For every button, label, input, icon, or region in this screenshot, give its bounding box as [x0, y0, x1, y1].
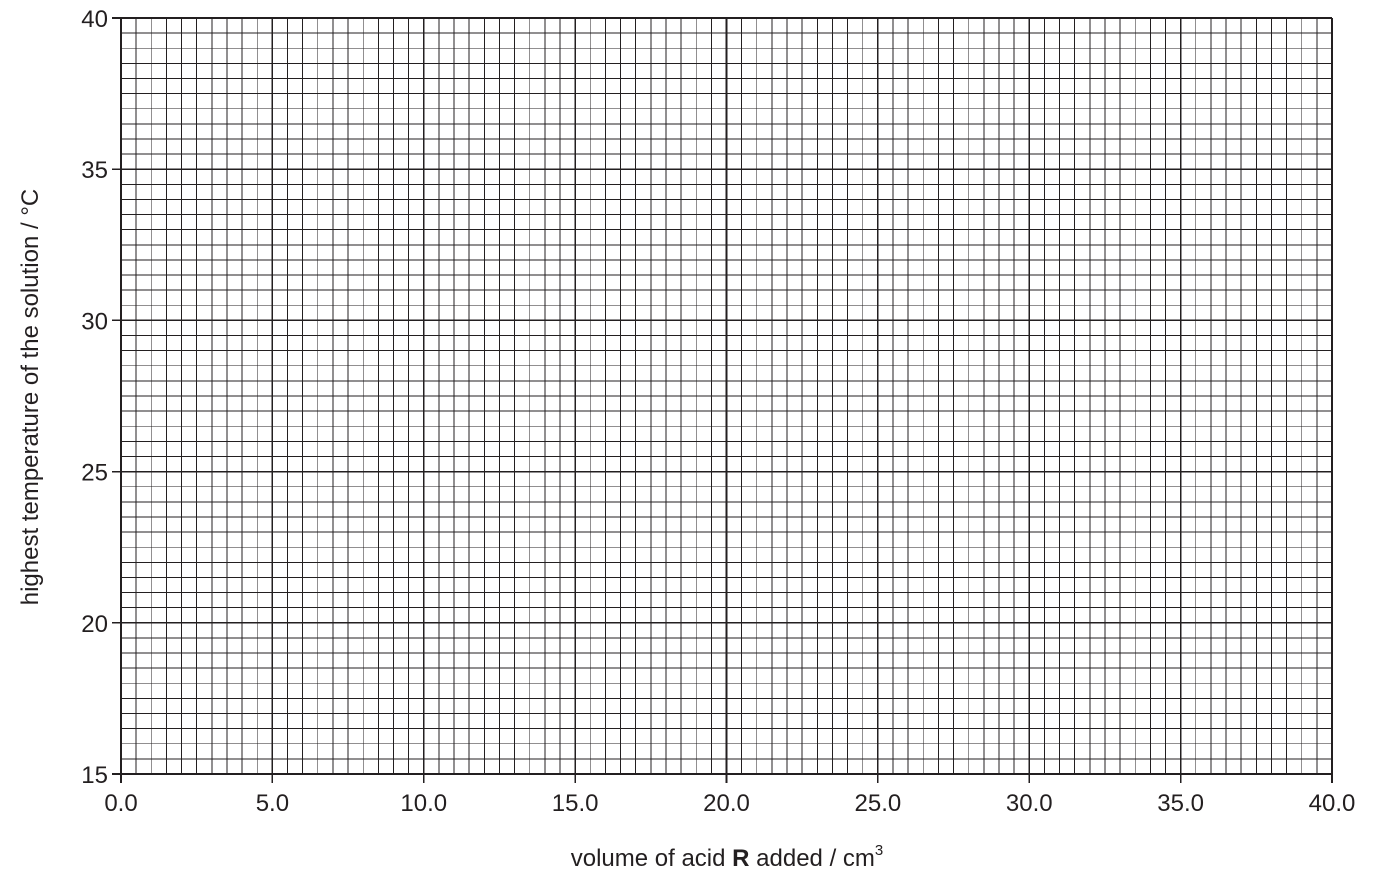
x-tick-label: 35.0	[1157, 790, 1204, 817]
x-tick-label: 20.0	[703, 790, 750, 817]
x-tick-label: 0.0	[104, 790, 137, 817]
y-tick-label: 40	[81, 6, 108, 33]
x-tick-label: 40.0	[1309, 790, 1356, 817]
y-tick-label: 15	[81, 762, 108, 789]
x-axis-title-sup: 3	[875, 842, 883, 859]
x-tick-label: 10.0	[400, 790, 447, 817]
x-tick-label: 15.0	[552, 790, 599, 817]
x-axis-title: volume of acid R added / cm3	[571, 842, 884, 872]
x-axis-title-suffix: added / cm	[750, 845, 875, 872]
x-tick-label: 25.0	[855, 790, 902, 817]
axis-ticks	[112, 17, 1333, 783]
major-grid	[120, 17, 1333, 775]
tick-labels: 0.0 5.0 10.0 15.0 20.0 25.0 30.0 35.0 40.0 15 20 25…	[81, 6, 1355, 817]
y-tick-label: 25	[81, 460, 108, 487]
x-tick-label: 30.0	[1006, 790, 1053, 817]
y-tick-label: 35	[81, 157, 108, 184]
x-axis-title-prefix: volume of acid	[571, 845, 732, 872]
y-tick-label: 30	[81, 308, 108, 335]
y-axis-title: highest temperature of the solution / °C	[17, 189, 44, 606]
x-tick-label: 5.0	[256, 790, 289, 817]
y-tick-label: 20	[81, 611, 108, 638]
x-axis-title-bold: R	[732, 845, 749, 872]
